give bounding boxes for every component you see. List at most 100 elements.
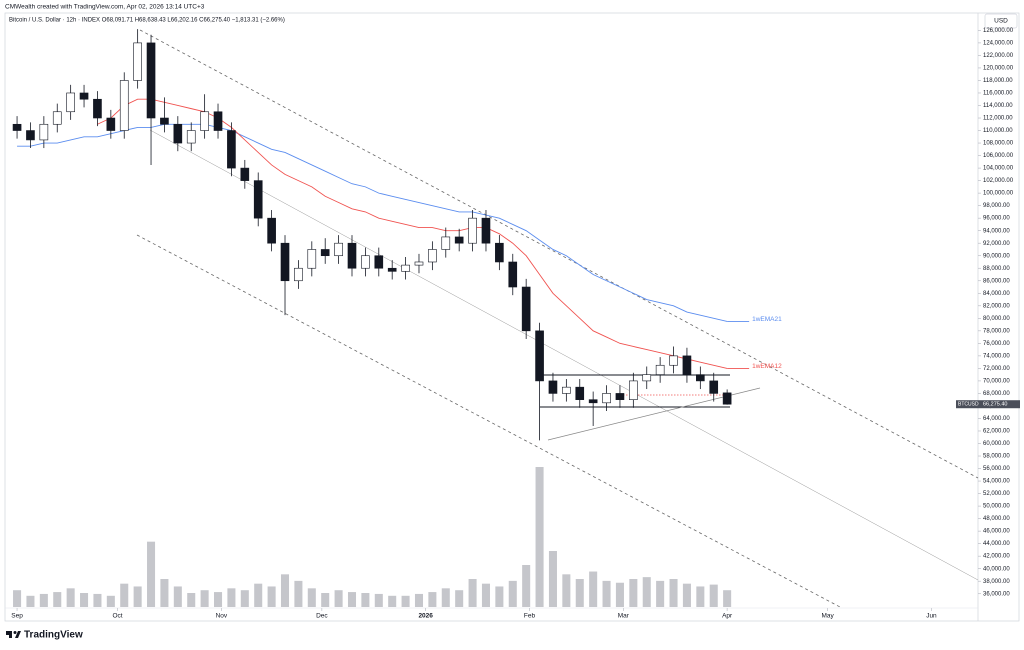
x-tick-label: May — [821, 613, 834, 620]
volume-bar — [682, 583, 691, 607]
x-tick-label: 2026 — [418, 613, 433, 620]
y-tick-label: 120,000.00 — [983, 66, 1014, 72]
logo-mark — [9, 631, 12, 638]
y-tick-label: 122,000.00 — [983, 53, 1014, 59]
candle-body — [119, 80, 129, 131]
price-tag-price: 66,275.40 — [983, 402, 1007, 408]
y-tick-label: 88,000.00 — [983, 266, 1010, 272]
candle-body — [361, 255, 370, 269]
volume-bar — [723, 590, 732, 607]
candle-body — [307, 249, 317, 269]
y-tick-label: 92,000.00 — [983, 241, 1010, 247]
candle-body — [39, 123, 49, 141]
y-tick-label: 64,000.00 — [983, 416, 1010, 422]
candle-body — [280, 242, 290, 282]
y-tick-label: 36,000.00 — [983, 591, 1010, 597]
candle-body — [495, 242, 504, 263]
x-tick-label: Sep — [11, 613, 23, 620]
y-tick-label: 110,000.00 — [983, 128, 1013, 134]
volume-bar — [589, 571, 598, 607]
candle-body — [428, 249, 437, 263]
candle-body — [615, 393, 625, 400]
candle-body — [722, 392, 732, 405]
candle-body — [267, 217, 276, 244]
y-tick-label: 90,000.00 — [983, 253, 1010, 259]
y-tick-label: 82,000.00 — [983, 303, 1010, 309]
y-tick-label: 108,000.00 — [983, 141, 1014, 147]
volume-bar — [696, 586, 705, 607]
y-tick-label: 54,000.00 — [983, 479, 1010, 485]
volume-bar — [455, 590, 464, 607]
price-tag — [956, 400, 1020, 409]
y-tick-label: 60,000.00 — [983, 441, 1010, 447]
candle-body — [575, 386, 585, 400]
volume-bar — [334, 590, 343, 607]
y-tick-label: 114,000.00 — [983, 103, 1013, 109]
volume-bar — [214, 592, 223, 607]
y-tick-label: 104,000.00 — [983, 166, 1014, 172]
volume-bar — [39, 593, 48, 607]
volume-bar — [240, 590, 249, 607]
volume-bar — [93, 593, 102, 607]
candle-body — [240, 167, 250, 181]
legend-label: 1wEMA21 — [752, 316, 782, 323]
candle-body — [26, 130, 35, 141]
y-tick-label: 126,000.00 — [983, 28, 1014, 34]
candle-body — [481, 217, 491, 244]
volume-bar — [468, 579, 477, 607]
y-tick-label: 56,000.00 — [983, 466, 1010, 472]
y-tick-label: 50,000.00 — [983, 504, 1010, 510]
candle-body — [374, 255, 384, 269]
y-tick-label: 62,000.00 — [983, 429, 1010, 435]
volume-bar — [200, 590, 209, 607]
volume-bar — [80, 593, 89, 607]
candle-body — [655, 364, 665, 375]
candle-body — [669, 355, 678, 366]
volume-bar — [374, 593, 383, 607]
trend-line — [149, 129, 979, 581]
volume-bar — [642, 577, 651, 607]
volume-bar — [669, 579, 678, 607]
volume-bar — [414, 593, 424, 607]
volume-bar — [615, 582, 624, 607]
volume-bar — [388, 595, 397, 607]
x-tick-label: Mar — [618, 613, 630, 620]
volume-bar — [508, 580, 517, 607]
x-tick-label: Oct — [112, 613, 122, 620]
y-tick-label: 38,000.00 — [983, 579, 1010, 585]
volume-bar — [294, 580, 303, 607]
volume-bar — [522, 565, 531, 607]
x-tick-label: Nov — [216, 613, 228, 620]
logo — [6, 631, 21, 638]
y-tick-label: 100,000.00 — [983, 191, 1014, 197]
candle-body — [52, 111, 62, 125]
candle-body — [173, 123, 183, 144]
volume-bar — [709, 584, 718, 607]
candle-body — [387, 267, 397, 272]
y-tick-label: 102,000.00 — [983, 178, 1014, 184]
currency-box[interactable] — [984, 13, 1018, 29]
volume-bar — [280, 574, 290, 607]
x-tick-label: Apr — [722, 613, 733, 620]
candle-body — [454, 236, 464, 244]
candle-body — [160, 117, 169, 125]
logo-mark — [13, 631, 17, 634]
y-tick-label: 106,000.00 — [983, 153, 1014, 159]
candle-body — [133, 42, 142, 81]
candle-body — [401, 264, 410, 272]
candle-body — [106, 117, 116, 131]
y-tick-label: 70,000.00 — [983, 378, 1010, 384]
volume-bar — [428, 592, 437, 607]
y-tick-label: 96,000.00 — [983, 216, 1010, 222]
logo-mark — [15, 631, 21, 638]
volume-bar — [562, 574, 571, 607]
candle-body — [521, 286, 531, 332]
candle-body — [66, 92, 75, 113]
legend-label: 1wEMA12 — [752, 363, 782, 370]
currency: USD — [994, 18, 1008, 25]
y-tick-label: 46,000.00 — [983, 529, 1010, 535]
candle-body — [146, 42, 156, 119]
candle-body — [548, 380, 558, 394]
candle-body — [93, 98, 102, 119]
